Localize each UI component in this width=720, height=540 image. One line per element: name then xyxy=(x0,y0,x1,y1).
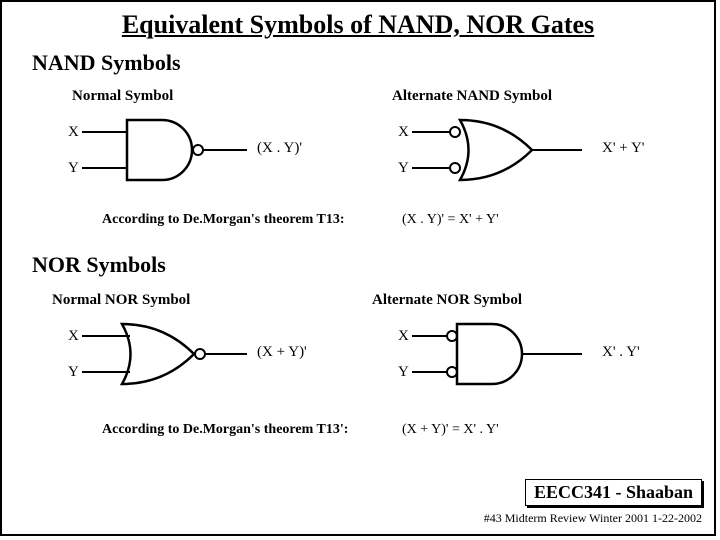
nor-normal-input-y: Y xyxy=(68,364,79,380)
nor-alt-label: Alternate NOR Symbol xyxy=(372,292,522,309)
nand-normal-input-y: Y xyxy=(68,160,79,176)
nand-theorem-prefix: According to De.Morgan's theorem T13: xyxy=(102,212,345,228)
nand-normal-input-x: X xyxy=(68,124,79,140)
nor-alt-input-x: X xyxy=(398,328,409,344)
nand-alt-label: Alternate NAND Symbol xyxy=(392,88,552,105)
nand-theorem-eq: (X . Y)' = X' + Y' xyxy=(402,212,499,228)
nor-alt-output: X' . Y' xyxy=(602,344,640,361)
footer-meta: #43 Midterm Review Winter 2001 1-22-2002 xyxy=(484,511,702,526)
nand-alt-input-x: X xyxy=(398,124,409,140)
nor-alt-gate: X Y xyxy=(392,314,612,394)
page-title: Equivalent Symbols of NAND, NOR Gates xyxy=(2,10,714,40)
nor-normal-input-x: X xyxy=(68,328,79,344)
nor-normal-label: Normal NOR Symbol xyxy=(52,292,190,309)
nand-normal-output: (X . Y)' xyxy=(257,140,302,157)
nor-theorem-prefix: According to De.Morgan's theorem T13': xyxy=(102,422,348,438)
nor-normal-gate: X Y xyxy=(62,314,272,394)
nor-heading: NOR Symbols xyxy=(32,252,166,278)
footer-course: EECC341 - Shaaban xyxy=(525,479,702,506)
nand-alt-output: X' + Y' xyxy=(602,140,644,157)
nor-normal-output: (X + Y)' xyxy=(257,344,307,361)
slide-page: Equivalent Symbols of NAND, NOR Gates NA… xyxy=(0,0,716,536)
nand-alt-input-y: Y xyxy=(398,160,409,176)
nand-normal-gate: X Y xyxy=(62,110,272,190)
nor-alt-input-y: Y xyxy=(398,364,409,380)
nor-theorem-eq: (X + Y)' = X' . Y' xyxy=(402,422,499,438)
nand-normal-label: Normal Symbol xyxy=(72,88,173,105)
nand-heading: NAND Symbols xyxy=(32,50,181,76)
nand-alt-gate: X Y xyxy=(392,110,612,190)
